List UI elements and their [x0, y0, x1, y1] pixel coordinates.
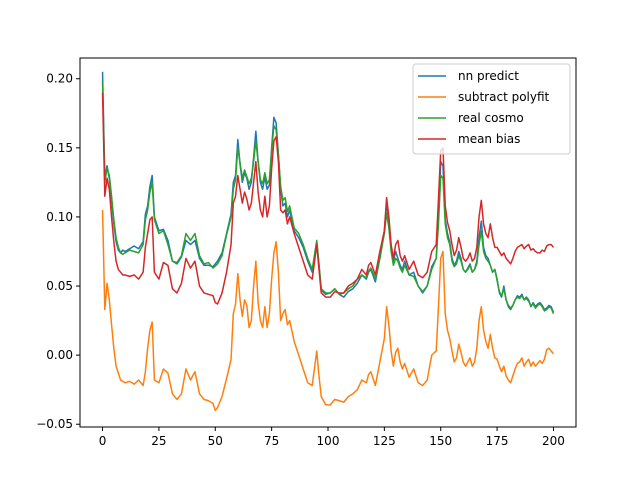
x-tick-label: 0 [99, 434, 107, 448]
series-line-real-cosmo [101, 81, 555, 314]
y-tick-label: −0.05 [36, 417, 73, 431]
series-line-mean-bias [101, 92, 555, 305]
y-tick-label: 0.05 [46, 279, 73, 293]
y-axis: −0.05 0.00 0.05 0.10 0.15 0.20 [36, 72, 80, 431]
x-tick-label: 200 [542, 434, 565, 448]
x-tick-label: 175 [486, 434, 509, 448]
legend-label: real cosmo [458, 111, 524, 125]
legend-box [412, 63, 571, 155]
x-tick-label: 75 [264, 434, 279, 448]
legend-label: subtract polyfit [458, 90, 550, 104]
series-line-subtract-polyfit [101, 210, 555, 412]
x-axis: 0 25 50 75 100 125 150 175 200 [99, 427, 565, 448]
x-tick-label: 150 [429, 434, 452, 448]
x-tick-label: 50 [208, 434, 223, 448]
y-tick-label: 0.10 [46, 210, 73, 224]
y-tick-label: 0.15 [46, 141, 73, 155]
x-tick-label: 125 [373, 434, 396, 448]
x-tick-label: 100 [317, 434, 340, 448]
legend: nn predict subtract polyfit real cosmo mean… [412, 63, 571, 155]
legend-label: mean bias [458, 132, 520, 146]
y-tick-label: 0.20 [46, 72, 73, 86]
legend-label: nn predict [458, 69, 519, 83]
plot-lines [101, 71, 555, 412]
y-tick-label: 0.00 [46, 348, 73, 362]
x-tick-label: 25 [151, 434, 166, 448]
